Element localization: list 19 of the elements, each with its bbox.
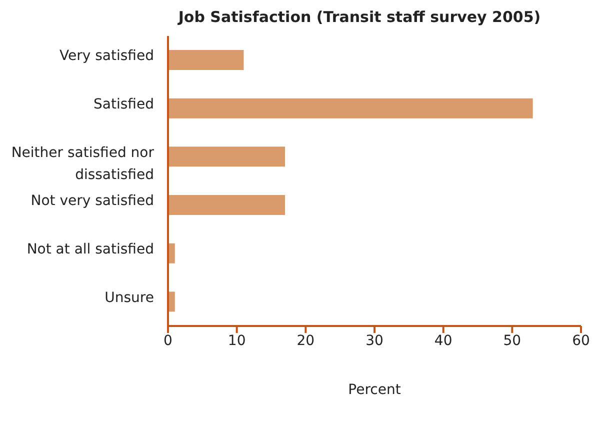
bar bbox=[168, 98, 533, 118]
bar bbox=[168, 146, 286, 167]
bar bbox=[168, 195, 286, 215]
bar bbox=[168, 50, 244, 70]
y-tick-label: Satisfied bbox=[94, 96, 154, 112]
x-tick-label: 60 bbox=[572, 332, 590, 349]
y-tick-label: Not very satisfied bbox=[30, 193, 154, 210]
x-tick-label: 0 bbox=[164, 332, 172, 349]
x-tick-label: 30 bbox=[366, 332, 384, 349]
y-tick-label: Not at all satisfied bbox=[26, 242, 154, 258]
y-tick-label: Unsure bbox=[104, 290, 154, 306]
y-tick-label: Neither satisfied nor dissatisfied bbox=[11, 144, 154, 183]
x-tick-label: 40 bbox=[434, 332, 452, 349]
chart-title: Job Satisfaction (Transit staff survey 2005) bbox=[176, 8, 542, 26]
y-tick-label: Very satisfied bbox=[60, 48, 154, 64]
x-tick-label: 20 bbox=[296, 332, 315, 349]
x-tick-label: 10 bbox=[228, 332, 246, 349]
x-axis-title: Percent bbox=[348, 382, 402, 398]
x-tick-label: 50 bbox=[503, 332, 522, 349]
